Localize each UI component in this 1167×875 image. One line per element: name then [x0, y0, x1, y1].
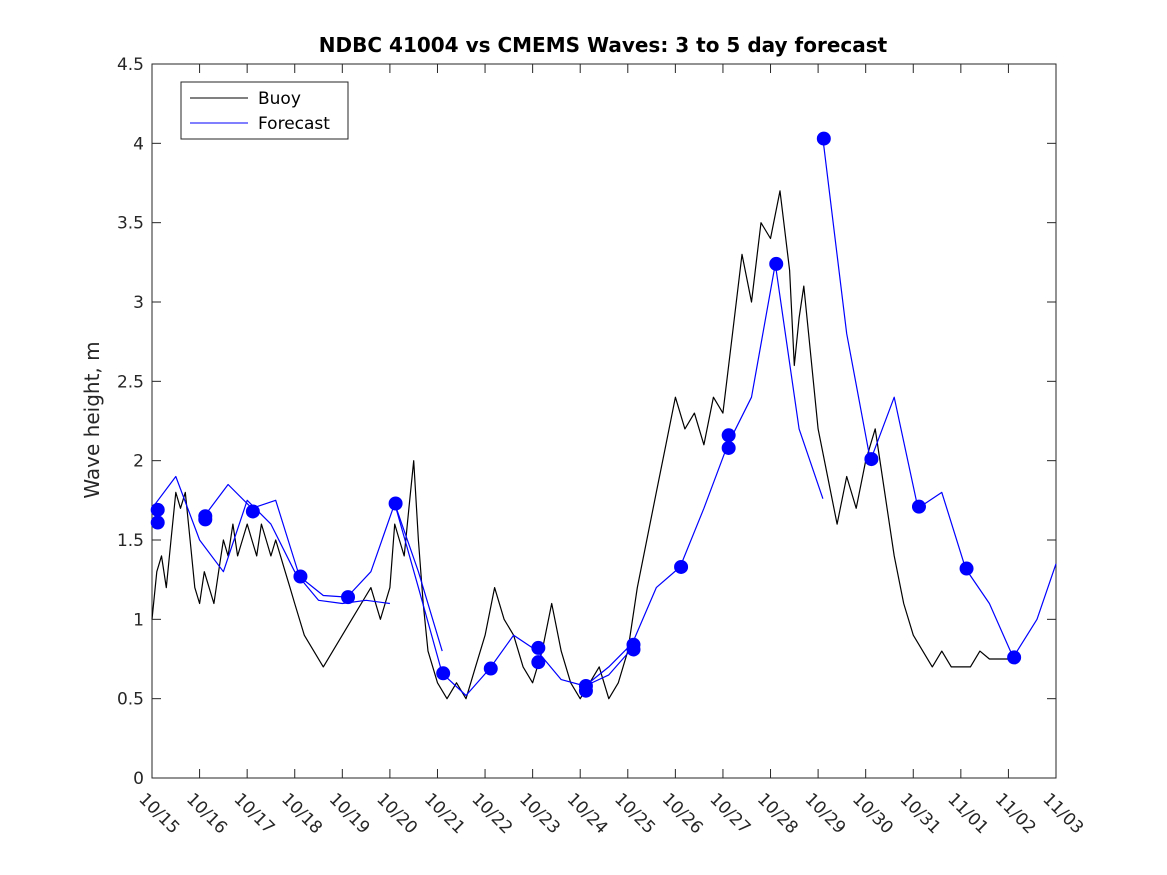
y-tick-label: 1.5: [117, 531, 144, 551]
forecast-marker: [436, 666, 451, 681]
forecast-marker: [1007, 650, 1022, 665]
y-tick-label: 3.5: [117, 214, 144, 234]
forecast-marker: [959, 561, 974, 576]
legend-box: [180, 81, 349, 140]
forecast-line: [822, 138, 1057, 659]
forecast-marker: [721, 440, 736, 455]
forecast-marker: [769, 256, 784, 271]
forecast-marker: [578, 683, 593, 698]
forecast-line: [584, 263, 824, 687]
forecast-marker: [245, 504, 260, 519]
legend-forecast-label: Forecast: [258, 114, 330, 134]
plot-frame: [151, 63, 1057, 779]
y-tick-label: 4: [133, 134, 144, 154]
y-tick-label: 3: [133, 293, 144, 313]
forecast-marker: [911, 499, 926, 514]
buoy-line: [151, 190, 1019, 700]
forecast-marker: [816, 131, 831, 146]
y-tick-label: 1: [133, 610, 144, 630]
forecast-marker: [531, 640, 546, 655]
chart-title: NDBC 41004 vs CMEMS Waves: 3 to 5 day fo…: [319, 33, 888, 57]
forecast-marker: [198, 512, 213, 527]
series-markers: [150, 131, 1022, 698]
legend-buoy-label: Buoy: [258, 89, 301, 109]
forecast-marker: [864, 452, 879, 467]
forecast-marker: [388, 496, 403, 511]
forecast-marker: [721, 428, 736, 443]
forecast-line: [203, 483, 443, 652]
forecast-marker: [293, 569, 308, 584]
legend: Buoy Forecast: [180, 81, 349, 140]
forecast-marker: [150, 515, 165, 530]
y-axis-label: Wave height, m: [80, 341, 104, 498]
y-tick-label: 4.5: [117, 55, 144, 75]
y-tick-label: 0: [133, 769, 144, 789]
forecast-marker: [150, 502, 165, 517]
forecast-line: [394, 503, 633, 697]
forecast-marker: [341, 590, 356, 605]
forecast-marker: [531, 655, 546, 670]
series-lines: [151, 138, 1057, 700]
y-tick-label: 2: [133, 452, 144, 472]
y-axis: 0 0.5 1 1.5 2 2.5 3 3.5 4 4.5: [117, 55, 1056, 789]
forecast-marker: [674, 559, 689, 574]
plot-axes: [151, 63, 1057, 779]
forecast-marker: [626, 642, 641, 657]
y-tick-label: 2.5: [117, 372, 144, 392]
forecast-marker: [483, 661, 498, 676]
y-tick-label: 0.5: [117, 690, 144, 710]
